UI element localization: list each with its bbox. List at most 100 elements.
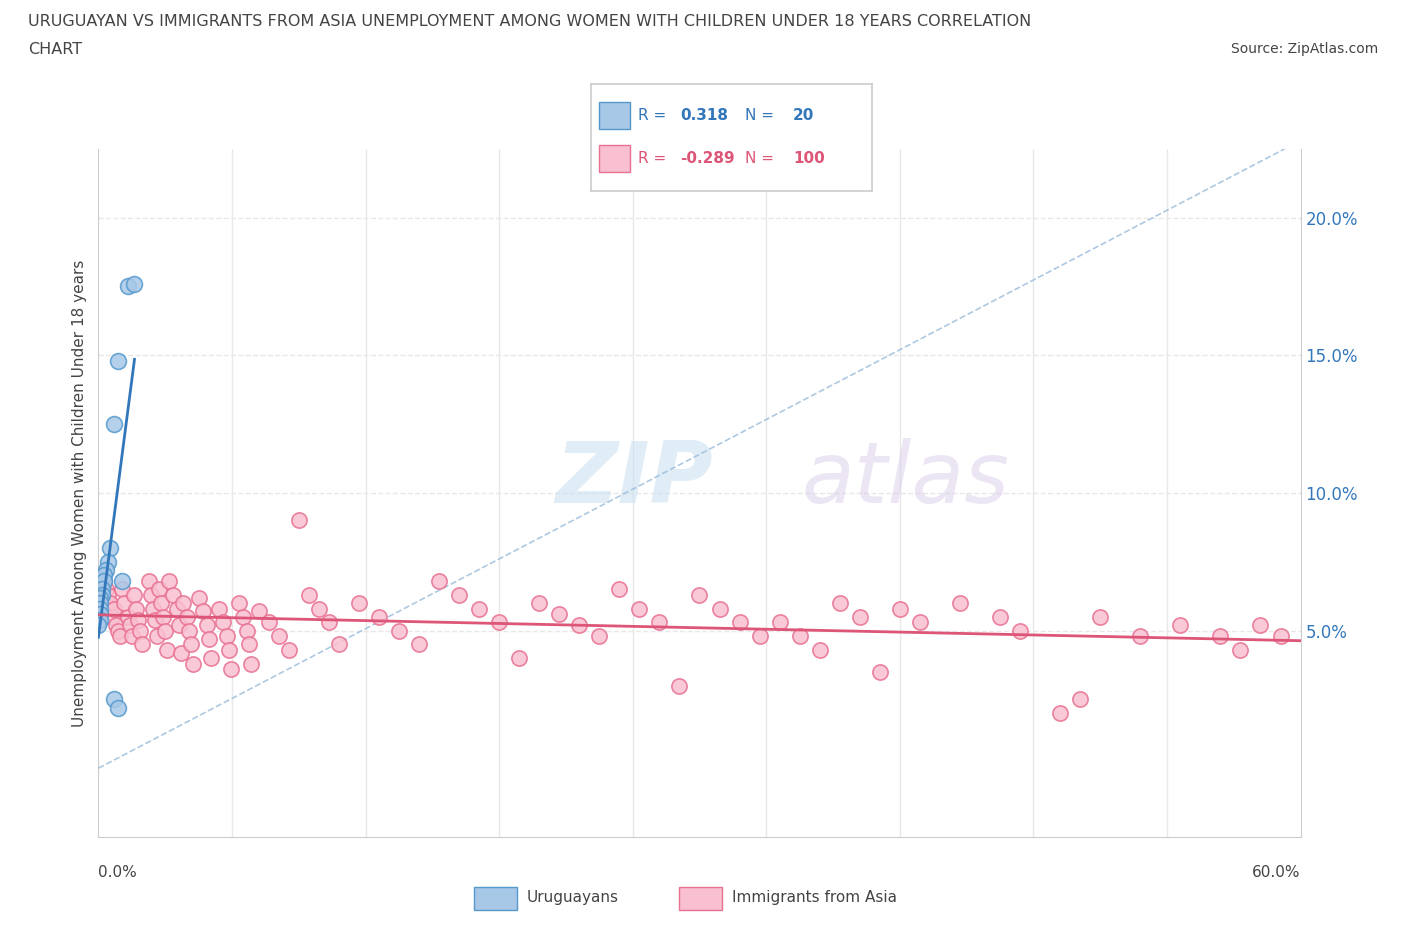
Point <box>277 643 299 658</box>
Point <box>181 657 204 671</box>
Text: atlas: atlas <box>801 438 1010 521</box>
Point <box>107 700 129 715</box>
Point <box>1069 692 1091 707</box>
Point <box>91 568 114 583</box>
Point <box>769 615 792 630</box>
Point <box>988 609 1011 624</box>
Point <box>187 590 209 604</box>
Point <box>488 615 510 630</box>
Point <box>468 601 491 616</box>
Point <box>427 574 450 589</box>
Point <box>218 643 240 658</box>
Point <box>1088 609 1111 624</box>
Point <box>208 601 231 616</box>
Point <box>568 618 591 632</box>
Point <box>93 574 115 589</box>
Point <box>267 629 290 644</box>
Text: 60.0%: 60.0% <box>1253 865 1301 880</box>
Point <box>228 595 250 610</box>
Point <box>388 623 411 638</box>
Point <box>447 588 470 603</box>
Point <box>97 554 120 569</box>
Point <box>124 276 146 291</box>
Point <box>162 588 184 603</box>
Text: CHART: CHART <box>28 42 82 57</box>
Text: 0.318: 0.318 <box>681 108 728 124</box>
Point <box>1049 706 1071 721</box>
Point <box>139 588 162 603</box>
Point <box>588 629 610 644</box>
Point <box>200 651 222 666</box>
Text: -0.289: -0.289 <box>681 151 735 166</box>
Point <box>828 595 851 610</box>
Point <box>101 609 124 624</box>
Point <box>808 643 831 658</box>
Point <box>1129 629 1152 644</box>
Point <box>197 631 219 646</box>
Point <box>114 595 136 610</box>
Point <box>89 601 111 616</box>
Point <box>87 618 110 632</box>
Point <box>148 582 170 597</box>
Point <box>93 568 115 583</box>
Point <box>103 417 125 432</box>
Point <box>1250 618 1272 632</box>
Point <box>709 601 731 616</box>
Point <box>247 604 270 618</box>
Point <box>689 588 711 603</box>
Point <box>93 574 115 589</box>
Point <box>124 588 146 603</box>
Text: Immigrants from Asia: Immigrants from Asia <box>731 890 897 905</box>
Point <box>308 601 330 616</box>
Bar <box>599 145 630 172</box>
Point <box>166 601 188 616</box>
Point <box>110 629 132 644</box>
Point <box>111 574 134 589</box>
Point <box>1209 629 1232 644</box>
Text: 20: 20 <box>793 108 814 124</box>
Point <box>215 629 238 644</box>
Point <box>89 612 111 627</box>
Point <box>177 623 200 638</box>
Point <box>1170 618 1192 632</box>
Point <box>789 629 811 644</box>
Point <box>949 595 972 610</box>
Point <box>529 595 551 610</box>
Point <box>869 664 891 679</box>
Point <box>89 606 111 621</box>
Point <box>748 629 770 644</box>
Point <box>211 615 233 630</box>
Point <box>155 643 177 658</box>
Point <box>103 601 125 616</box>
Point <box>1270 629 1292 644</box>
Text: N =: N = <box>745 151 775 166</box>
Point <box>91 582 114 597</box>
Point <box>89 595 111 610</box>
Point <box>238 637 260 652</box>
Point <box>668 678 690 693</box>
Point <box>172 595 194 610</box>
Point <box>318 615 340 630</box>
Point <box>889 601 911 616</box>
Point <box>298 588 321 603</box>
Point <box>91 588 114 603</box>
Point <box>195 618 218 632</box>
Point <box>107 353 129 368</box>
Point <box>103 692 125 707</box>
Point <box>105 618 128 632</box>
Text: Uruguayans: Uruguayans <box>526 890 619 905</box>
Point <box>169 645 191 660</box>
Point <box>239 657 262 671</box>
Point <box>145 629 167 644</box>
Bar <box>679 887 723 910</box>
Point <box>180 637 202 652</box>
Point <box>908 615 931 630</box>
Point <box>138 574 160 589</box>
Point <box>153 623 176 638</box>
Point <box>728 615 751 630</box>
Point <box>89 590 111 604</box>
Bar <box>474 887 516 910</box>
Point <box>143 612 166 627</box>
Point <box>141 601 163 616</box>
Point <box>107 623 129 638</box>
